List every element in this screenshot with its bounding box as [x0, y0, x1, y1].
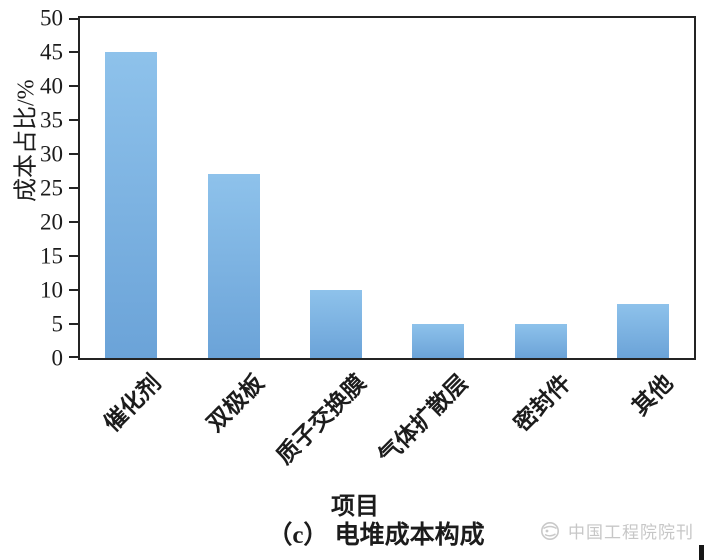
y-tick-label: 0: [51, 345, 64, 371]
y-axis-title: 成本占比/%: [6, 79, 41, 202]
page-edge-mark: [699, 545, 704, 560]
bar-气体扩散层: [412, 324, 465, 358]
y-tick-label: 50: [40, 5, 63, 31]
y-tick-mark: [69, 221, 78, 223]
y-tick-label: 15: [40, 243, 63, 269]
x-category-label: 双极板: [201, 370, 269, 437]
figure-caption: （c） 电堆成本构成: [267, 522, 485, 549]
x-category-label: 密封件: [508, 370, 576, 437]
bar-双极板: [207, 174, 260, 358]
y-axis-title-text: 成本占比/%: [13, 79, 40, 202]
x-category-label: 催化剂: [99, 370, 166, 437]
y-tick-mark: [69, 289, 78, 291]
y-tick-label: 40: [40, 73, 63, 99]
bar-密封件: [514, 324, 567, 358]
y-tick-mark: [69, 187, 78, 189]
y-tick-label: 10: [40, 277, 63, 303]
bar-其他: [616, 303, 669, 358]
y-tick-label: 20: [40, 209, 63, 235]
y-tick-label: 25: [40, 175, 63, 201]
y-tick-label: 5: [51, 311, 64, 337]
journal-logo-icon: [541, 521, 559, 540]
plot-area: 0 5 10 15 20 25 30 35 40 45 50: [40, 7, 696, 370]
y-tick-mark: [69, 153, 78, 155]
y-tick-mark: [69, 356, 78, 358]
journal-name: 中国工程院院刊: [568, 523, 694, 542]
y-tick-mark: [69, 18, 78, 20]
bar-催化剂: [105, 52, 158, 358]
journal-footer: 中国工程院院刊: [539, 518, 694, 543]
y-tick-label: 45: [40, 39, 63, 65]
x-axis-title: 项目: [331, 494, 379, 520]
y-tick-mark: [69, 51, 78, 53]
y-tick-mark: [69, 85, 78, 87]
x-category-label: 其他: [627, 370, 678, 421]
x-category-label: 质子交换膜: [271, 370, 371, 469]
y-tick-mark: [69, 119, 78, 121]
bar-质子交换膜: [309, 290, 362, 358]
y-tick-mark: [69, 323, 78, 325]
x-category-label: 气体扩散层: [373, 370, 473, 469]
y-tick-label: 35: [40, 107, 63, 133]
y-tick-label: 30: [40, 141, 63, 167]
y-tick-mark: [69, 255, 78, 257]
